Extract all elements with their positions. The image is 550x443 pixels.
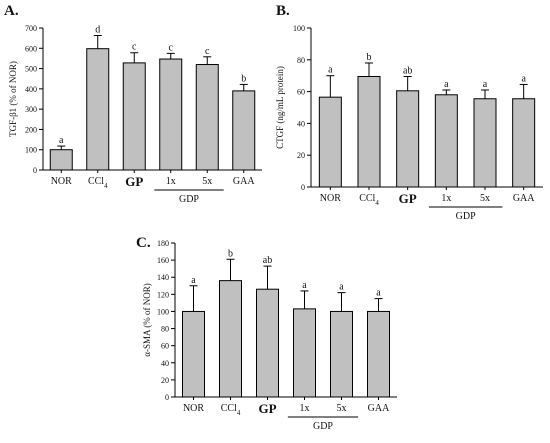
- significance-label: c: [132, 42, 137, 53]
- x-tick-label: GAA: [513, 193, 535, 204]
- bar-gaa: [232, 90, 256, 171]
- x-tick-label: CCl4: [221, 403, 241, 417]
- significance-label: a: [191, 275, 196, 286]
- y-tick-label: 120: [157, 290, 169, 299]
- y-tick-label: 300: [25, 105, 37, 114]
- significance-label: a: [328, 65, 333, 76]
- y-tick-label: 40: [161, 359, 169, 368]
- bar-gaa: [512, 98, 536, 188]
- x-tick-label: GAA: [368, 403, 390, 414]
- y-tick-label: 500: [25, 65, 37, 74]
- subscript: 4: [104, 182, 108, 190]
- bar-5x: [330, 310, 353, 398]
- panel-letter: C.: [136, 235, 151, 251]
- subscript: 4: [237, 409, 241, 417]
- y-tick-label: 200: [25, 125, 37, 134]
- significance-label: a: [59, 135, 64, 146]
- y-tick-label: 400: [25, 85, 37, 94]
- x-tick-label: GAA: [233, 176, 255, 187]
- panel-3: C. 0 20 40 60 80 100 120 140 160 180 α-SMA (% of NO…: [136, 235, 397, 432]
- significance-label: a: [339, 282, 344, 293]
- y-axis-title: CTGF (ng/mL protein): [275, 66, 285, 149]
- significance-label: c: [169, 42, 174, 53]
- y-tick-label: 20: [297, 151, 305, 160]
- bar-1x: [293, 308, 316, 398]
- panel-1: A. 0 100 200 300 400 500 600 700 TGF-β1 (% of NOR…: [4, 3, 262, 205]
- subscript: 4: [375, 199, 379, 207]
- bar-5x: [195, 64, 219, 171]
- y-axis-title: α-SMA (% of NOR): [142, 283, 152, 356]
- x-tick-label: GP: [125, 174, 143, 189]
- y-tick-label: 80: [161, 325, 169, 334]
- x-tick-label: 5x: [202, 176, 212, 187]
- y-tick-label: 80: [297, 56, 305, 65]
- panel-letter: B.: [276, 3, 290, 19]
- y-tick-label: 20: [161, 376, 169, 385]
- group-label: GDP: [456, 211, 476, 222]
- significance-label: a: [483, 79, 488, 90]
- significance-label: b: [241, 73, 246, 84]
- significance-label: a: [444, 79, 449, 90]
- y-tick-label: 100: [293, 24, 305, 33]
- bar-5x: [473, 98, 497, 188]
- group-label: GDP: [179, 194, 199, 205]
- y-tick-label: 60: [161, 342, 169, 351]
- bar-1x: [434, 94, 458, 188]
- y-tick-label: 160: [157, 256, 169, 265]
- y-axis-title: TGF-β1 (% of NOR): [8, 61, 18, 137]
- bar-gaa: [367, 310, 390, 398]
- bar-ccl: [357, 75, 381, 188]
- significance-label: b: [228, 248, 233, 259]
- significance-label: ab: [403, 65, 412, 76]
- significance-label: ab: [263, 255, 272, 266]
- x-tick-label: 1x: [300, 403, 310, 414]
- bar-gp: [396, 90, 420, 188]
- bar-nor: [49, 149, 73, 171]
- y-tick-label: 600: [25, 44, 37, 53]
- y-tick-label: 40: [297, 119, 305, 128]
- x-tick-label: CCl4: [359, 193, 379, 207]
- significance-label: a: [521, 73, 526, 84]
- x-tick-label: 5x: [337, 403, 347, 414]
- significance-label: a: [376, 288, 381, 299]
- x-tick-label: NOR: [51, 176, 72, 187]
- y-tick-label: 140: [157, 273, 169, 282]
- x-tick-label: GP: [399, 191, 417, 206]
- group-label: GDP: [313, 421, 333, 432]
- panel-letter: A.: [4, 3, 19, 19]
- x-tick-label: NOR: [320, 193, 341, 204]
- y-tick-label: 180: [157, 239, 169, 248]
- x-tick-label: GP: [258, 401, 276, 416]
- bar-1x: [159, 58, 183, 171]
- bar-nor: [182, 310, 205, 398]
- x-tick-label: CCl4: [88, 176, 108, 190]
- significance-label: a: [302, 280, 307, 291]
- y-tick-label: 100: [157, 307, 169, 316]
- x-tick-label: 1x: [441, 193, 451, 204]
- x-tick-label: NOR: [183, 403, 204, 414]
- y-tick-label: 0: [33, 166, 37, 175]
- bar-ccl: [86, 48, 110, 171]
- y-tick-label: 100: [25, 146, 37, 155]
- y-tick-label: 60: [297, 88, 305, 97]
- significance-label: c: [205, 46, 210, 57]
- x-tick-label: 5x: [480, 193, 490, 204]
- panel-2: B. 0 20 40 60 80 100 CTGF (ng/mL protein) a NOR b C…: [275, 3, 543, 222]
- bar-gp: [256, 288, 279, 398]
- y-tick-label: 0: [301, 183, 305, 192]
- significance-label: b: [367, 52, 372, 63]
- bar-nor: [318, 96, 342, 188]
- bar-ccl: [219, 280, 242, 398]
- bar-gp: [122, 62, 146, 171]
- y-tick-label: 700: [25, 24, 37, 33]
- x-tick-label: 1x: [166, 176, 176, 187]
- significance-label: d: [95, 25, 100, 36]
- y-tick-label: 0: [165, 393, 169, 402]
